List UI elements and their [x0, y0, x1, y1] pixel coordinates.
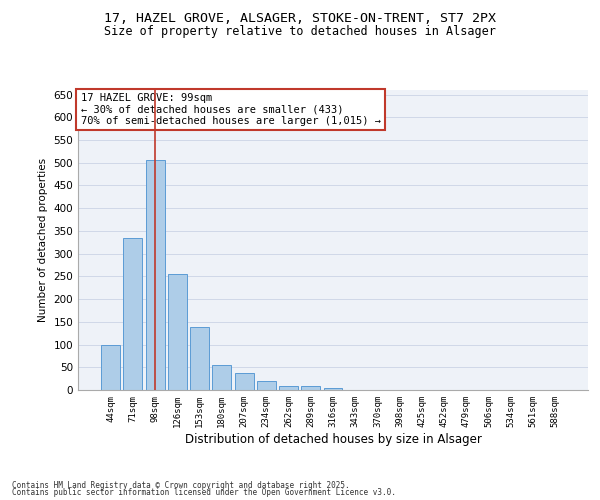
- Bar: [190, 328, 209, 390]
- Y-axis label: Number of detached properties: Number of detached properties: [38, 158, 48, 322]
- Text: Size of property relative to detached houses in Alsager: Size of property relative to detached ho…: [104, 25, 496, 38]
- Bar: [235, 372, 254, 390]
- Bar: [323, 388, 343, 390]
- Bar: [279, 386, 298, 390]
- Text: 17 HAZEL GROVE: 99sqm
← 30% of detached houses are smaller (433)
70% of semi-det: 17 HAZEL GROVE: 99sqm ← 30% of detached …: [80, 93, 380, 126]
- X-axis label: Distribution of detached houses by size in Alsager: Distribution of detached houses by size …: [185, 432, 481, 446]
- Bar: [124, 238, 142, 390]
- Text: Contains public sector information licensed under the Open Government Licence v3: Contains public sector information licen…: [12, 488, 396, 497]
- Text: Contains HM Land Registry data © Crown copyright and database right 2025.: Contains HM Land Registry data © Crown c…: [12, 480, 350, 490]
- Text: 17, HAZEL GROVE, ALSAGER, STOKE-ON-TRENT, ST7 2PX: 17, HAZEL GROVE, ALSAGER, STOKE-ON-TRENT…: [104, 12, 496, 26]
- Bar: [168, 274, 187, 390]
- Bar: [212, 365, 231, 390]
- Bar: [257, 381, 276, 390]
- Bar: [101, 344, 120, 390]
- Bar: [301, 386, 320, 390]
- Bar: [146, 160, 164, 390]
